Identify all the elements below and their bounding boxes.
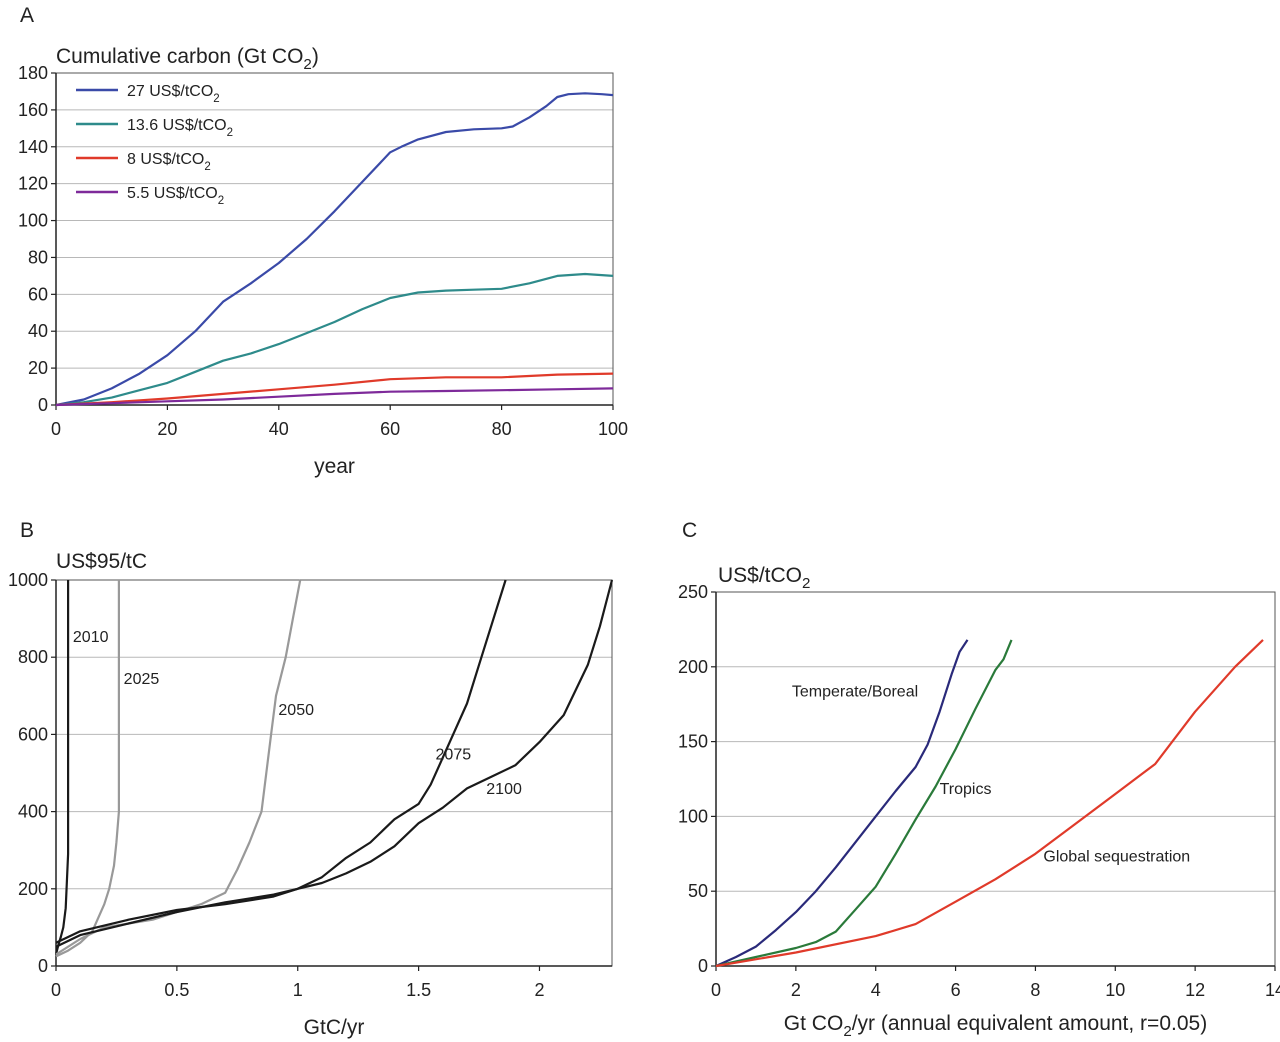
series-line-A-1 bbox=[55, 272, 614, 407]
x-tick-label: 6 bbox=[951, 980, 961, 1000]
y-axis-label: Cumulative carbon (Gt CO2) bbox=[56, 45, 319, 73]
series-line-B-3 bbox=[55, 579, 507, 948]
x-axis-label-end: /yr (annual equivalent amount, r=0.05) bbox=[852, 1012, 1207, 1035]
x-tick-label: 0 bbox=[711, 980, 721, 1000]
x-tick-label: 100 bbox=[598, 419, 628, 439]
series-label: 2025 bbox=[124, 671, 160, 688]
x-tick-label: 0.5 bbox=[164, 980, 189, 1000]
y-axis-label-end: ) bbox=[312, 45, 319, 68]
x-tick-label: 2 bbox=[534, 980, 544, 1000]
y-tick-label: 200 bbox=[678, 657, 708, 677]
x-tick-label: 0 bbox=[51, 980, 61, 1000]
panel-letter-A: A bbox=[20, 4, 34, 27]
y-axis-label-sub: 2 bbox=[303, 56, 311, 73]
y-tick-label: 0 bbox=[38, 956, 48, 976]
legend-entry: 8 US$/tCO2 bbox=[127, 151, 211, 173]
y-tick-label: 160 bbox=[18, 100, 48, 120]
series-line-B-1 bbox=[55, 580, 120, 958]
series-line-C-2 bbox=[715, 639, 1264, 968]
legend-entry-main: 5.5 US$/tCO bbox=[127, 185, 218, 202]
y-tick-label: 150 bbox=[678, 732, 708, 752]
x-tick-label: 10 bbox=[1105, 980, 1125, 1000]
plot-frame bbox=[715, 591, 1276, 967]
x-tick-label: 0 bbox=[51, 419, 61, 439]
y-tick-label: 20 bbox=[28, 358, 48, 378]
legend-entry-main: 8 US$/tCO bbox=[127, 151, 204, 168]
series-line-C-1 bbox=[715, 639, 1013, 968]
y-axis-label-sub: 2 bbox=[802, 575, 810, 592]
x-axis-label-sub: 2 bbox=[843, 1023, 851, 1040]
y-tick-label: 60 bbox=[28, 284, 48, 304]
legend-entry: 13.6 US$/tCO2 bbox=[127, 117, 233, 139]
y-tick-label: 120 bbox=[18, 174, 48, 194]
y-axis-label-main: Cumulative carbon (Gt CO bbox=[56, 45, 303, 68]
y-tick-label: 100 bbox=[678, 806, 708, 826]
series-line-A-2 bbox=[55, 372, 614, 407]
plot-frame bbox=[55, 579, 613, 967]
series-label: Global sequestration bbox=[1043, 848, 1190, 865]
y-tick-label: 140 bbox=[18, 137, 48, 157]
panel-A: A 0 20 40 60 80 100 120 140 160 180 0 20 40 60 80 100 Cum… bbox=[18, 4, 628, 478]
y-tick-label: 80 bbox=[28, 247, 48, 267]
x-axis-label-main: Gt CO bbox=[784, 1012, 844, 1035]
y-tick-label: 600 bbox=[18, 724, 48, 744]
x-tick-label: 60 bbox=[380, 419, 400, 439]
series-line-C-0 bbox=[715, 639, 969, 968]
x-tick-label: 8 bbox=[1030, 980, 1040, 1000]
legend-entry-main: 27 US$/tCO bbox=[127, 83, 213, 100]
y-tick-label: 180 bbox=[18, 63, 48, 83]
y-tick-label: 400 bbox=[18, 802, 48, 822]
y-tick-label: 200 bbox=[18, 879, 48, 899]
x-tick-label: 1 bbox=[293, 980, 303, 1000]
series-line-B-4 bbox=[55, 579, 614, 944]
y-tick-label: 0 bbox=[38, 395, 48, 415]
x-axis-label: Gt CO2/yr (annual equivalent amount, r=0… bbox=[784, 1012, 1207, 1040]
legend-entry: 5.5 US$/tCO2 bbox=[127, 185, 224, 207]
legend-entry-sub: 2 bbox=[227, 127, 233, 139]
y-tick-label: 40 bbox=[28, 321, 48, 341]
series-line-A-3 bbox=[55, 387, 614, 407]
y-tick-label: 1000 bbox=[8, 570, 48, 590]
legend-entry-sub: 2 bbox=[218, 195, 224, 207]
y-tick-label: 0 bbox=[698, 956, 708, 976]
legend-entry-main: 13.6 US$/tCO bbox=[127, 117, 227, 134]
y-tick-label: 800 bbox=[18, 647, 48, 667]
legend-entry-sub: 2 bbox=[213, 93, 219, 105]
series-label: Tropics bbox=[940, 781, 992, 798]
y-axis-label: US$95/tC bbox=[56, 550, 147, 573]
y-tick-label: 50 bbox=[688, 881, 708, 901]
x-tick-label: 20 bbox=[157, 419, 177, 439]
series-label: Temperate/Boreal bbox=[792, 684, 918, 701]
x-tick-label: 4 bbox=[871, 980, 881, 1000]
x-tick-label: 12 bbox=[1185, 980, 1205, 1000]
x-axis-label: year bbox=[314, 455, 355, 478]
x-axis-label: GtC/yr bbox=[304, 1016, 365, 1039]
x-tick-label: 80 bbox=[492, 419, 512, 439]
panel-B: B 0 200 400 600 800 1000 0 0.5 1 1.5 2 US$95/tC GtC/y… bbox=[8, 519, 614, 1039]
x-tick-label: 40 bbox=[269, 419, 289, 439]
panel-letter-C: C bbox=[682, 519, 697, 542]
legend-entry-sub: 2 bbox=[204, 161, 210, 173]
y-axis-label-main: US$/tCO bbox=[718, 564, 802, 587]
series-label: 2075 bbox=[436, 746, 472, 763]
series-label: 2010 bbox=[73, 629, 109, 646]
legend-entry: 27 US$/tCO2 bbox=[127, 83, 220, 105]
panel-letter-B: B bbox=[20, 519, 34, 542]
y-axis-label: US$/tCO2 bbox=[718, 564, 810, 592]
x-tick-label: 1.5 bbox=[406, 980, 431, 1000]
y-tick-label: 100 bbox=[18, 211, 48, 231]
x-tick-label: 14 bbox=[1265, 980, 1280, 1000]
series-label: 2050 bbox=[278, 702, 314, 719]
y-tick-label: 250 bbox=[678, 582, 708, 602]
x-tick-label: 2 bbox=[791, 980, 801, 1000]
series-label: 2100 bbox=[486, 781, 522, 798]
series-line-A-0 bbox=[55, 92, 614, 407]
series-line-B-0 bbox=[54, 580, 70, 955]
